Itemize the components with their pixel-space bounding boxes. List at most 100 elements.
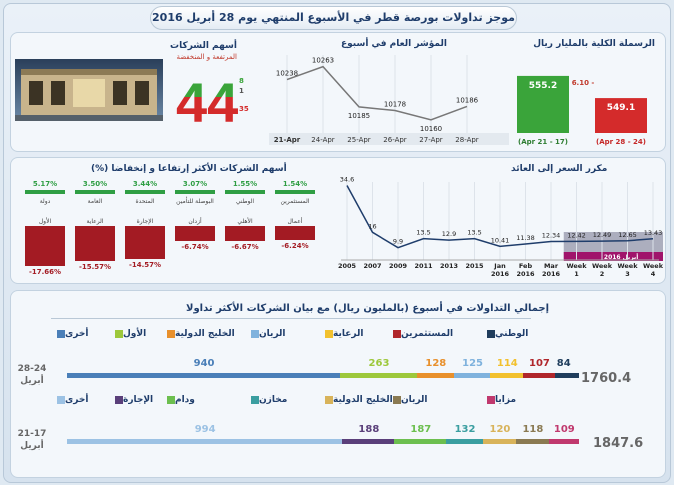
pe-tick: 2016 [491,270,510,278]
loser-bar [25,226,65,266]
bar-segment [340,373,417,378]
bar-segment [548,439,579,444]
legend-label: المستثمرين [401,329,454,339]
bar-segment [416,373,454,378]
legend-swatch [251,329,259,338]
legend-swatch [325,395,333,404]
legend-item: الريان [247,329,286,339]
segment-value: 128 [425,358,447,369]
legend-item: المستثمرين [389,329,453,339]
cap-bar [517,75,569,133]
pe-tick: 2016 [516,270,535,278]
legend-item: مزايا [483,395,516,405]
loser-pct: -14.57% [128,261,162,269]
pe-line [346,185,654,249]
bar-segment [482,439,517,444]
loser-name: أزدان [188,218,202,225]
loser-name: أعمال [287,218,303,225]
pe-tick: 3 [625,270,630,278]
legend-label: الوطني [495,329,529,339]
pe-tick: Mar [544,262,559,270]
page-title: موجز تداولات بورصة قطر في الأسبوع المنته… [150,6,517,30]
pe-tick: 2016 [542,270,561,278]
pe-highlight-label: أبريل 2016 [604,253,638,261]
segment-value: 118 [522,424,544,435]
legend-label: أخرى [65,329,89,339]
bar-segment [490,373,524,378]
legend-swatch [167,395,175,404]
segment-value: 120 [489,424,511,435]
bar-segment [516,439,549,444]
gainer-pct: 5.17% [32,180,58,188]
legend-label: ودام [175,395,195,405]
index-tick: 27-Apr [419,136,443,144]
loser-name: الأول [38,218,52,225]
cap-category: (Apr 28 - 24) [596,138,646,146]
gainer-name: المستثمرين [280,198,310,205]
pe-tick: Week [566,262,587,270]
legend-item: الريان [389,395,428,405]
legend-item: الخليج الدولية [163,329,235,339]
segment-value: 109 [553,424,575,435]
legend-label: أخرى [65,395,89,405]
gainer-pct: 3.50% [82,180,108,188]
pe-tick: 2005 [338,262,357,270]
pe-tick: 2007 [363,262,381,270]
segment-value: 940 [193,358,215,369]
movers-chart: 1.54% المستثمرين 1.55% الوطني 3.07% البوصلة ل… [11,158,331,283]
index-value: 10160 [420,125,442,133]
pe-tick: Week [592,262,613,270]
pe-tick: 2009 [389,262,408,270]
index-tick: 24-Apr [311,136,335,144]
legend-item: الوطني [483,329,528,339]
index-value: 10185 [348,112,370,120]
pe-value: 16 [368,222,376,230]
legend-swatch [115,329,123,338]
loser-bar [225,226,265,242]
legend-swatch [167,329,175,338]
legend-swatch [57,329,65,338]
cap-value: 549.1 [607,103,635,113]
legend-item: أخرى [53,329,88,339]
pe-title: مكرر السعر إلى العائد [511,164,608,174]
loser-bar [175,226,215,242]
loser-name: الرعاية [86,218,104,225]
gainer-name: دولة [39,198,51,205]
pe-tick: Week [643,262,663,270]
legend-swatch [487,329,495,338]
index-tick: 28-Apr [455,136,479,144]
legend-label: الريان [401,395,428,405]
pe-value: 12.42 [567,231,586,239]
segment-value: 994 [194,424,216,435]
pe-value: 12.9 [442,230,456,238]
movers-title: أسهم الشركات الأكثر إرتفاعا و إنخفاضا (%… [91,164,287,174]
segment-value: 84 [556,358,571,369]
pe-tick: 2013 [440,262,458,270]
pe-chart: أبريل 2016 34.6 2005 16 2007 9.9 2009 13.5 2011 1… [338,176,663,278]
pe-tick: 1 [574,270,579,278]
index-tick: 21-Apr [274,136,301,144]
index-line [286,65,468,121]
loser-pct: -6.24% [281,242,309,251]
gainer-bar [25,190,65,194]
pe-tick: 2015 [465,262,484,270]
legend-label: الأول [123,329,147,339]
shares-title: أسهم الشركات [170,41,237,51]
pe-value: 10.41 [491,236,510,244]
legend-label: الريان [259,329,286,339]
pe-tick: 4 [651,270,656,278]
legend-item: ودام [163,395,195,405]
segment-value: 132 [454,424,476,435]
loser-pct: -6.74% [181,243,209,252]
segment-value: 187 [410,424,432,435]
legend-swatch [251,395,259,404]
index-value: 10186 [456,96,479,104]
shares-count: 44 [176,71,239,134]
cap-category: (Apr 21 - 17) [518,138,568,146]
legend-label: الخليج الدولية [175,329,235,339]
index-value: 10238 [276,70,298,78]
segment-value: 125 [462,358,484,369]
legend-item: الخليج الدولية [321,395,393,405]
gainer-pct: 1.55% [232,180,258,188]
divider [51,318,531,319]
